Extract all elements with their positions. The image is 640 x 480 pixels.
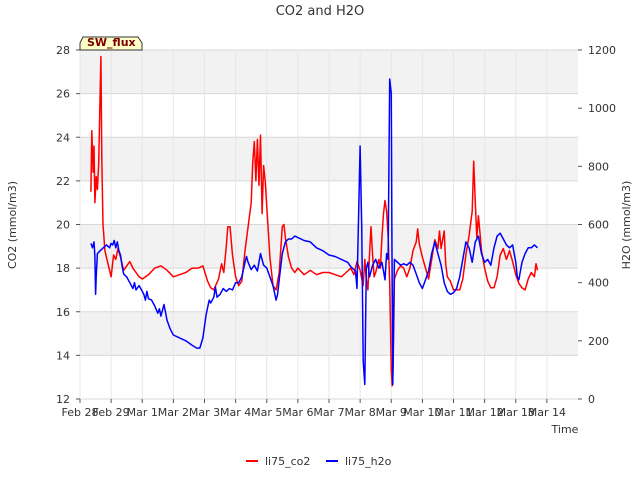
x-tick-label: Feb 28 [62,406,99,419]
sw-flux-tag: SW_flux [79,36,143,51]
x-tick-label: Mar 7 [313,406,344,419]
sw-flux-tag-label: SW_flux [87,36,136,49]
legend-h2o-label: li75_h2o [345,455,392,468]
y-right-tick-label: 600 [588,219,609,232]
x-tick-label: Mar 2 [158,406,189,419]
y-left-tick-label: 14 [56,349,70,362]
series-line-li75_h2o [90,78,539,386]
x-tick-label: Mar 12 [466,406,504,419]
x-tick-label: Mar 5 [251,406,282,419]
legend: li75_co2 li75_h2o [246,455,392,468]
x-tick-label: Feb 29 [93,406,130,419]
x-tick-label: Mar 8 [345,406,376,419]
x-tick-label: Mar 6 [282,406,313,419]
y-left-tick-label: 28 [56,44,70,57]
x-tick-label: Mar 3 [189,406,220,419]
y-left-tick-label: 20 [56,219,70,232]
y-right-tick-label: 1000 [588,102,616,115]
x-tick-label: Mar 4 [220,406,251,419]
x-tick-label: Mar 9 [376,406,407,419]
y-left-tick-label: 22 [56,175,70,188]
y-left-tick-label: 26 [56,88,70,101]
y-axis-left-label: CO2 (mmol/m3) [6,181,19,269]
chart-title: CO2 and H2O [276,4,365,19]
x-tick-label: Mar 13 [497,406,535,419]
y-left-tick-label: 12 [56,393,70,406]
axes: 12 14 16 18 20 22 24 26 28 0 200 400 600 800 1000 1200 F… [56,44,616,419]
x-tick-label: Mar 11 [434,406,472,419]
x-tick-label: Mar 1 [127,406,158,419]
y-right-tick-label: 200 [588,335,609,348]
legend-co2-label: li75_co2 [265,455,310,468]
x-axis-label: Time [551,423,579,436]
y-right-tick-label: 0 [588,393,595,406]
x-tick-label: Mar 14 [528,406,566,419]
y-axis-right-label: H2O (mmol/m3) [620,181,633,270]
sw-flux-tag-box [79,36,143,51]
y-right-tick-label: 800 [588,160,609,173]
y-left-tick-label: 18 [56,262,70,275]
x-tick-label: Mar 10 [403,406,441,419]
y-left-tick-label: 16 [56,306,70,319]
y-left-tick-label: 24 [56,131,70,144]
y-right-tick-label: 1200 [588,44,616,57]
y-right-tick-label: 400 [588,277,609,290]
series-line-li75_co2 [90,55,539,387]
series-layer [90,55,539,387]
